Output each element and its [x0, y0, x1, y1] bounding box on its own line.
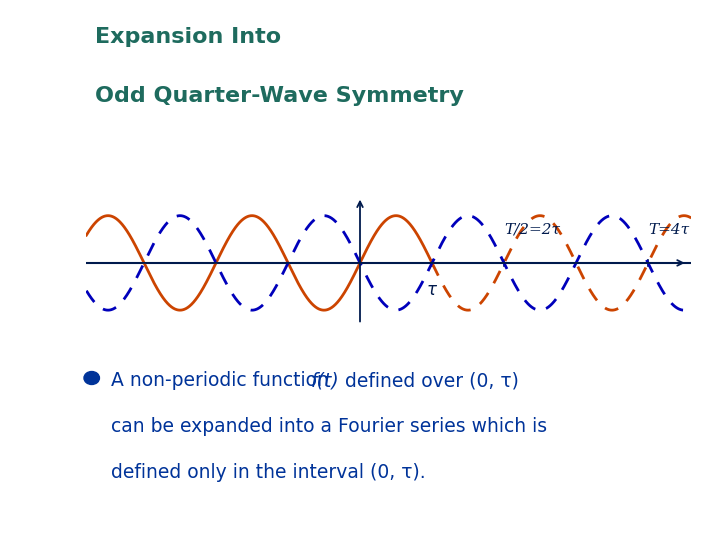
- Text: T=4τ: T=4τ: [648, 223, 689, 237]
- Text: defined only in the interval (0, τ).: defined only in the interval (0, τ).: [111, 463, 426, 482]
- Text: Odd Quarter-Wave Symmetry: Odd Quarter-Wave Symmetry: [95, 86, 464, 106]
- Circle shape: [84, 372, 99, 384]
- Text: defined over (0, τ): defined over (0, τ): [339, 371, 519, 390]
- Text: T/2=2τ: T/2=2τ: [504, 223, 560, 237]
- Text: f(t): f(t): [311, 371, 340, 390]
- Text: A non-periodic function: A non-periodic function: [111, 371, 335, 390]
- Text: Expansion Into: Expansion Into: [95, 27, 281, 47]
- Text: can be expanded into a Fourier series which is: can be expanded into a Fourier series wh…: [111, 417, 547, 436]
- Text: τ: τ: [427, 281, 437, 299]
